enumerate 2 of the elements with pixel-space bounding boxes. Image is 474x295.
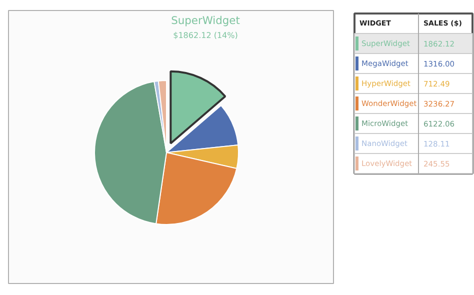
text: SuperWidget: [171, 14, 240, 27]
text: $1862.12 (14%): [173, 31, 238, 40]
